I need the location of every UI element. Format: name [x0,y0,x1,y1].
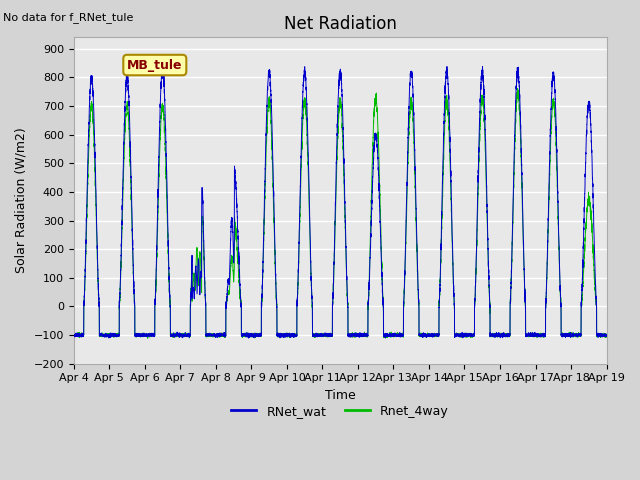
RNet_wat [574,333,582,338]
Rnet_4way [251,332,259,338]
RNet_wat [244,335,252,341]
Y-axis label: Solar Radiation (W/m2): Solar Radiation (W/m2) [15,128,28,274]
Rnet_4way [474,184,482,190]
RNet_wat [603,331,611,337]
X-axis label: Time: Time [324,389,356,402]
Line: Rnet_4way: Rnet_4way [74,89,607,338]
Legend: RNet_wat, Rnet_4way: RNet_wat, Rnet_4way [227,400,454,423]
Rnet_4way [322,332,330,337]
Rnet_4way [580,255,588,261]
RNet_wat [474,166,482,172]
Rnet_4way [70,333,77,338]
Rnet_4way [144,336,152,341]
Rnet_4way [460,334,467,339]
RNet_wat [460,331,467,337]
RNet_wat [580,208,588,214]
Text: No data for f_RNet_tule: No data for f_RNet_tule [3,12,134,23]
RNet_wat [159,63,166,69]
Rnet_4way [574,333,582,338]
Line: RNet_wat: RNet_wat [74,66,607,338]
RNet_wat [322,333,330,338]
Rnet_4way [603,332,611,338]
RNet_wat [70,333,77,338]
Rnet_4way [514,86,522,92]
Title: Net Radiation: Net Radiation [284,15,397,33]
RNet_wat [251,335,259,340]
Text: MB_tule: MB_tule [127,59,182,72]
